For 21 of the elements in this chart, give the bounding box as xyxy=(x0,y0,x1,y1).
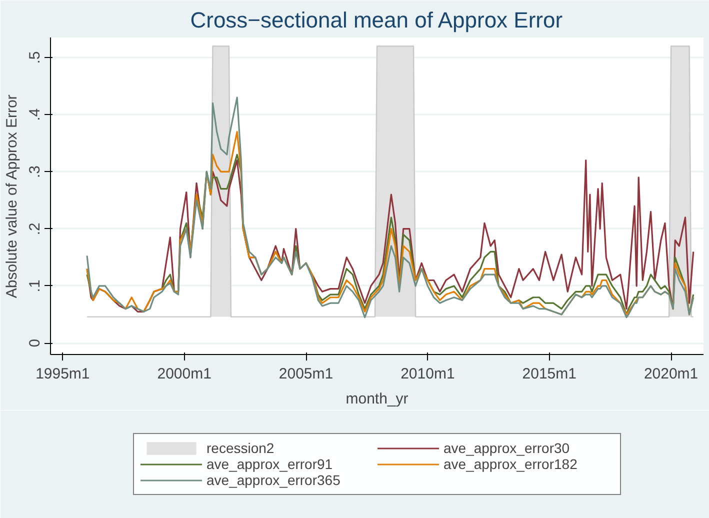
legend-label: ave_approx_error182 xyxy=(444,456,578,472)
y-tick-label: .1 xyxy=(26,280,44,292)
x-tick-label: 1995m1 xyxy=(36,366,90,382)
legend-label: recession2 xyxy=(206,440,276,456)
x-tick-label: 2000m1 xyxy=(157,366,212,382)
y-tick-label: .5 xyxy=(26,51,44,64)
x-axis-title: month_yr xyxy=(346,390,408,408)
x-tick-label: 2020m1 xyxy=(644,366,698,382)
chart-title: Cross−sectional mean of Approx Error xyxy=(190,8,563,32)
legend-label: ave_approx_error30 xyxy=(444,440,571,456)
y-tick-label: .2 xyxy=(26,222,44,236)
legend-label: ave_approx_error365 xyxy=(206,472,342,488)
x-tick-label: 2005m1 xyxy=(278,366,334,382)
line-series xyxy=(86,96,694,318)
x-tick-label: 2015m1 xyxy=(522,366,576,382)
y-axis-title: Absolute value of Approx Error xyxy=(4,94,20,298)
y-tick-label: 0 xyxy=(26,338,44,348)
y-tick-label: .4 xyxy=(26,108,44,121)
x-tick-label: 2010m1 xyxy=(400,366,455,382)
y-tick-label: .3 xyxy=(26,165,44,178)
legend-label: ave_approx_error91 xyxy=(206,456,334,472)
